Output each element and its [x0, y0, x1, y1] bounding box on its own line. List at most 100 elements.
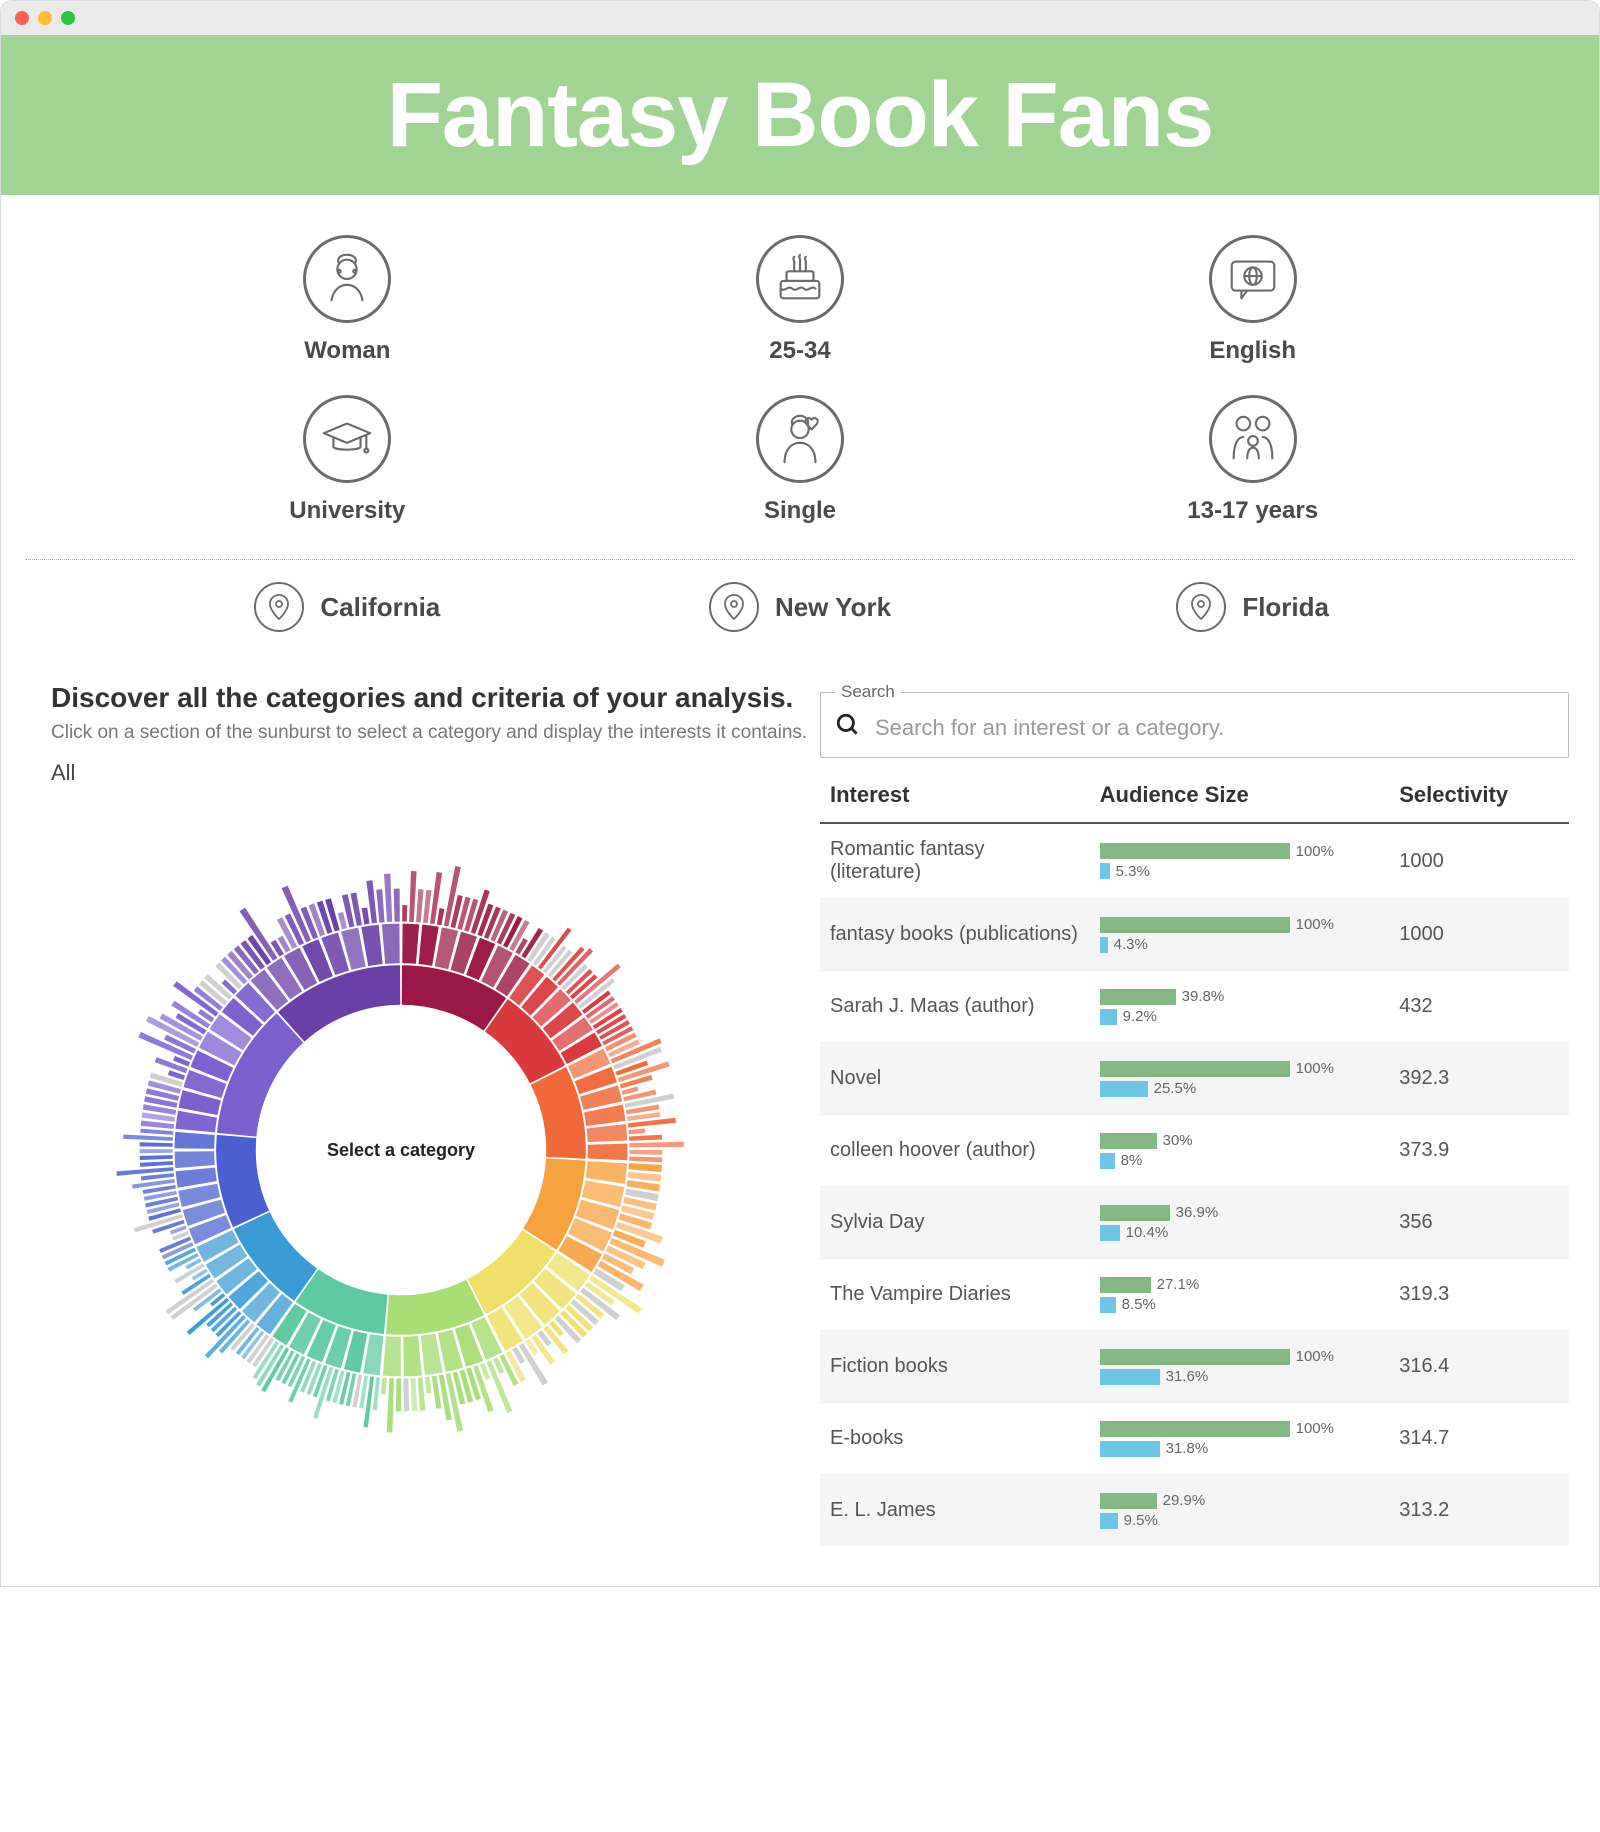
sunburst-segment[interactable] — [373, 1377, 380, 1410]
search-icon — [835, 712, 861, 743]
baseline-bar — [1100, 1081, 1148, 1097]
table-row[interactable]: Novel 100% 25.5% 392.3 — [820, 1043, 1569, 1115]
sunburst-segment[interactable] — [394, 889, 400, 922]
table-row[interactable]: colleen hoover (author) 30% 8% 373.9 — [820, 1115, 1569, 1187]
sunburst-segment[interactable] — [175, 1151, 215, 1168]
sunburst-segment[interactable] — [140, 1161, 173, 1167]
cell-interest: Romantic fantasy (literature) — [820, 823, 1090, 899]
sunburst-segment[interactable] — [402, 924, 419, 964]
table-row[interactable]: E. L. James 29.9% 9.5% 313.2 — [820, 1475, 1569, 1547]
sunburst-segment[interactable] — [363, 1334, 383, 1375]
audience-pct-label: 100% — [1296, 916, 1334, 933]
audience-bar — [1100, 1061, 1290, 1077]
sunburst-chart[interactable]: Select a category — [51, 800, 751, 1500]
sunburst-segment[interactable] — [140, 1129, 173, 1135]
sunburst-segment[interactable] — [338, 912, 347, 929]
location-cell: Florida — [1026, 582, 1479, 632]
baseline-pct-label: 9.5% — [1124, 1512, 1158, 1529]
sunburst-segment[interactable] — [176, 1111, 217, 1133]
sunburst-segment[interactable] — [416, 889, 423, 922]
search-input[interactable] — [875, 715, 1554, 741]
cell-selectivity: 313.2 — [1389, 1475, 1569, 1547]
demo-label: Single — [764, 497, 836, 525]
sunburst-segment[interactable] — [123, 1134, 173, 1140]
sunburst-segment[interactable] — [418, 1377, 426, 1410]
cell-audience: 36.9% 10.4% — [1090, 1187, 1390, 1259]
baseline-pct-label: 10.4% — [1126, 1224, 1169, 1241]
sunburst-segment[interactable] — [629, 1142, 684, 1148]
sunburst-segment[interactable] — [176, 1168, 217, 1188]
sunburst-segment[interactable] — [376, 889, 384, 922]
window-zoom-icon[interactable] — [61, 11, 75, 25]
sunburst-segment[interactable] — [425, 1377, 432, 1394]
baseline-bar — [1100, 1153, 1115, 1169]
sunburst-segment[interactable] — [411, 1378, 418, 1411]
sunburst-segment[interactable] — [381, 1378, 387, 1395]
sunburst-segment[interactable] — [628, 1172, 662, 1182]
sunburst-segment[interactable] — [629, 1157, 662, 1163]
sunburst-segment[interactable] — [423, 890, 431, 923]
table-row[interactable]: Fiction books 100% 31.6% 316.4 — [820, 1331, 1569, 1403]
sunburst-segment[interactable] — [629, 1129, 646, 1135]
sunburst-segment[interactable] — [361, 925, 382, 966]
sunburst-segment[interactable] — [140, 1155, 173, 1160]
sunburst-segment[interactable] — [437, 908, 444, 925]
table-row[interactable]: E-books 100% 31.8% 314.7 — [820, 1403, 1569, 1475]
cell-selectivity: 319.3 — [1389, 1259, 1569, 1331]
col-audience[interactable]: Audience Size — [1090, 768, 1390, 823]
sunburst-segment[interactable] — [588, 1144, 628, 1161]
sunburst-segment[interactable] — [140, 1142, 173, 1147]
window-close-icon[interactable] — [15, 11, 29, 25]
sunburst-segment[interactable] — [175, 1132, 215, 1149]
sunburst-segment[interactable] — [396, 1378, 401, 1411]
sunburst-segment[interactable] — [141, 1120, 174, 1128]
table-row[interactable]: Sylvia Day 36.9% 10.4% 356 — [820, 1187, 1569, 1259]
sunburst-segment[interactable] — [141, 1173, 174, 1180]
table-row[interactable]: Sarah J. Maas (author) 39.8% 9.2% 432 — [820, 971, 1569, 1043]
sunburst-segment[interactable] — [402, 905, 407, 922]
sunburst-segment[interactable] — [278, 965, 400, 1041]
sunburst-segment[interactable] — [409, 871, 416, 922]
sunburst-segment[interactable] — [403, 1336, 421, 1376]
cell-selectivity: 1000 — [1389, 823, 1569, 899]
sunburst-segment[interactable] — [404, 1378, 410, 1411]
window-minimize-icon[interactable] — [38, 11, 52, 25]
baseline-pct-label: 9.2% — [1123, 1008, 1157, 1025]
cell-selectivity: 316.4 — [1389, 1331, 1569, 1403]
audience-pct-label: 100% — [1296, 1348, 1334, 1365]
table-row[interactable]: fantasy books (publications) 100% 4.3% 1… — [820, 899, 1569, 971]
cell-audience: 100% 4.3% — [1090, 899, 1390, 971]
demo-label: 25-34 — [769, 337, 830, 365]
sunburst-segment[interactable] — [629, 1163, 662, 1172]
search-fieldset: Search — [820, 682, 1569, 758]
location-label: California — [320, 592, 440, 623]
sunburst-segment[interactable] — [387, 1378, 394, 1432]
sunburst-segment[interactable] — [384, 874, 392, 922]
locations-row: California New York Florida — [1, 560, 1599, 672]
table-row[interactable]: Romantic fantasy (literature) 100% 5.3% … — [820, 823, 1569, 899]
sunburst-segment[interactable] — [166, 1279, 215, 1315]
sunburst-segment[interactable] — [629, 1150, 662, 1155]
sunburst-segment[interactable] — [362, 907, 370, 924]
sunburst-segment[interactable] — [622, 1086, 639, 1094]
sunburst-segment[interactable] — [216, 1135, 269, 1227]
sunburst-segment[interactable] — [587, 1124, 628, 1142]
baseline-pct-label: 5.3% — [1116, 863, 1150, 880]
audience-pct-label: 100% — [1296, 1060, 1334, 1077]
col-selectivity[interactable]: Selectivity — [1389, 768, 1569, 823]
col-interest[interactable]: Interest — [820, 768, 1090, 823]
cell-audience: 100% 25.5% — [1090, 1043, 1390, 1115]
audience-bar — [1100, 1133, 1157, 1149]
sunburst-segment[interactable] — [629, 1135, 662, 1141]
table-row[interactable]: The Vampire Diaries 27.1% 8.5% 319.3 — [820, 1259, 1569, 1331]
cell-audience: 30% 8% — [1090, 1115, 1390, 1187]
sunburst-svg[interactable] — [51, 800, 751, 1500]
sunburst-segment[interactable] — [382, 924, 400, 964]
audience-bar — [1100, 1277, 1151, 1293]
cell-selectivity: 314.7 — [1389, 1403, 1569, 1475]
sunburst-segment[interactable] — [383, 1336, 401, 1376]
sunburst-segment[interactable] — [140, 1149, 173, 1153]
sunburst-segment[interactable] — [586, 1161, 627, 1184]
sunburst-segment[interactable] — [419, 925, 439, 966]
cell-interest: The Vampire Diaries — [820, 1259, 1090, 1331]
